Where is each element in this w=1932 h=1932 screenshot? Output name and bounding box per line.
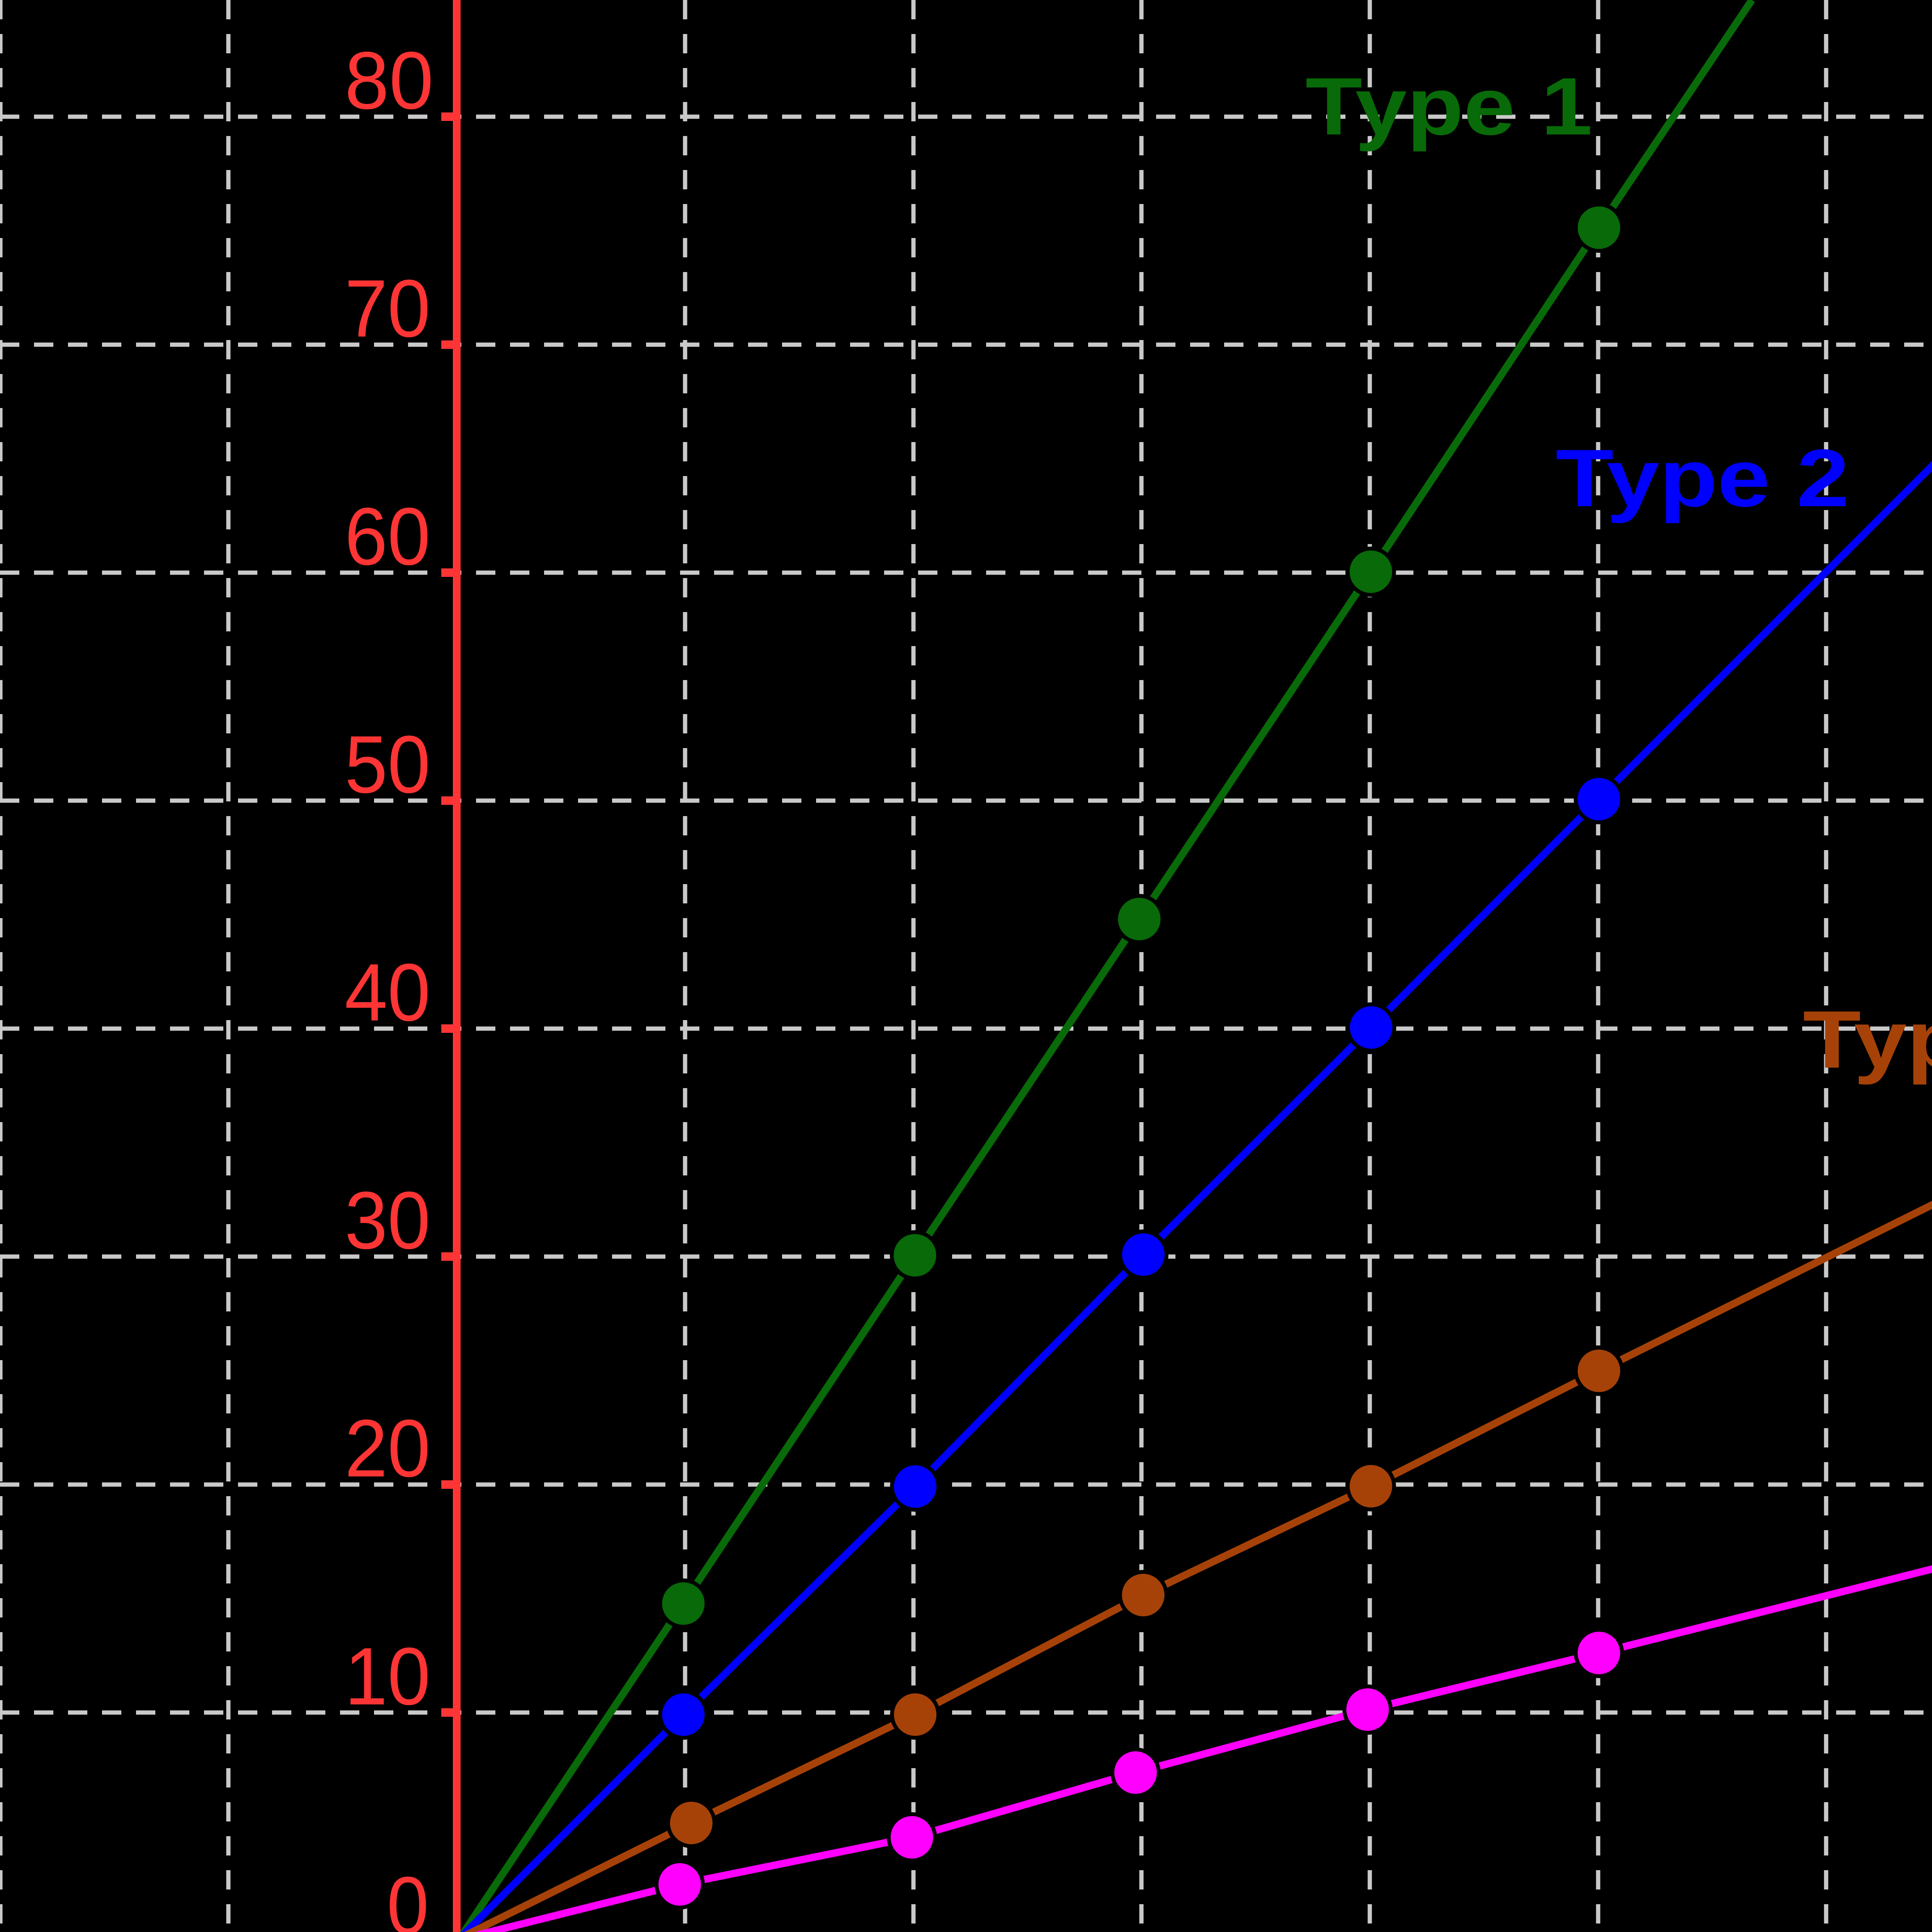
svg-text:50: 50 [345,719,430,810]
svg-text:30: 30 [345,1175,430,1266]
svg-text:80: 80 [345,35,434,126]
svg-text:Type 2: Type 2 [1556,432,1849,524]
svg-text:Type 3: Type 3 [1803,994,1932,1085]
svg-text:0: 0 [387,1860,429,1932]
svg-text:60: 60 [345,491,430,582]
svg-text:40: 40 [345,947,430,1038]
svg-text:10: 10 [345,1631,430,1722]
svg-text:Type 1: Type 1 [1306,61,1593,152]
svg-text:20: 20 [345,1403,430,1494]
svg-text:70: 70 [345,263,430,354]
